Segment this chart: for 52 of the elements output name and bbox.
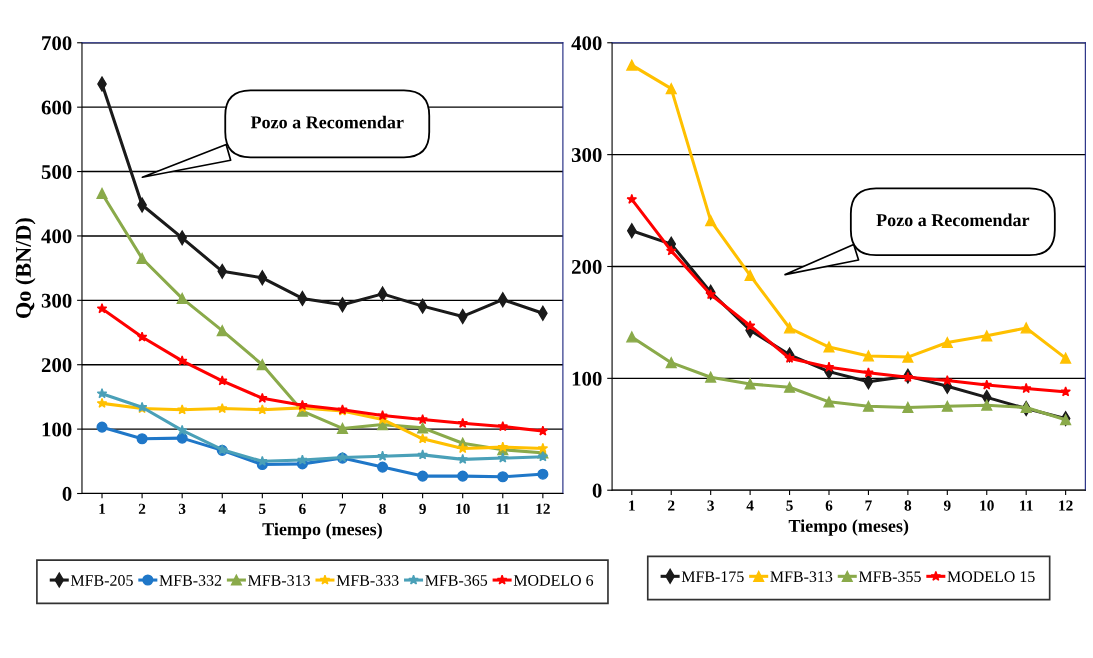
annotation: Pozo a Recomendar: [876, 213, 1030, 227]
legend-label: MFB-313: [770, 571, 833, 583]
y-tick-label: 400: [41, 229, 72, 244]
legend-label: MFB-205: [70, 575, 133, 586]
y-tick-label: 500: [41, 164, 72, 179]
x-tick-label: 8: [379, 503, 386, 514]
x-tick-label: 6: [825, 500, 833, 511]
legend-label: MFB-313: [248, 575, 310, 586]
x-tick-label: 10: [980, 500, 994, 511]
y-tick-label: 0: [62, 486, 72, 501]
x-tick-label: 3: [178, 503, 186, 514]
annotation: Pozo a Recomendar: [250, 115, 404, 129]
x-tick-label: 11: [496, 503, 510, 514]
x-tick-label: 9: [943, 500, 951, 511]
x-tick-label: 4: [746, 500, 754, 511]
x-tick-label: 8: [904, 500, 912, 511]
y-tick-label: 300: [571, 148, 602, 163]
legend-label: MFB-355: [858, 571, 921, 583]
x-axis-title: Tiempo (meses): [788, 519, 909, 536]
legend-label: MFB-365: [425, 575, 488, 586]
y-tick-label: 0: [592, 483, 602, 498]
y-axis-title: Qo (BN/D): [15, 218, 36, 318]
legend-label: MFB-332: [159, 575, 222, 586]
x-tick-label: 7: [339, 503, 346, 514]
y-tick-label: 200: [571, 259, 602, 274]
legend-label: MFB-333: [336, 575, 399, 586]
y-tick-label: 600: [41, 100, 72, 115]
x-tick-label: 10: [456, 503, 470, 514]
x-tick-label: 5: [786, 500, 793, 511]
x-tick-label: 1: [99, 503, 106, 514]
x-tick-label: 4: [218, 503, 226, 514]
x-tick-label: 3: [707, 500, 714, 511]
y-tick-label: 700: [42, 36, 72, 51]
x-tick-label: 1: [629, 500, 635, 511]
x-tick-label: 2: [138, 503, 146, 514]
x-tick-label: 12: [536, 503, 550, 514]
x-tick-label: 5: [259, 503, 266, 514]
x-tick-label: 7: [865, 500, 872, 511]
x-tick-label: 6: [299, 503, 306, 514]
x-tick-label: 9: [419, 503, 426, 514]
legend-label: MODELO 15: [947, 571, 1035, 583]
legend-label: MFB-175: [681, 571, 744, 583]
y-tick-label: 400: [571, 36, 602, 51]
x-tick-label: 2: [668, 500, 675, 511]
y-tick-label: 200: [41, 358, 72, 373]
x-tick-label: 11: [1020, 500, 1033, 511]
x-axis-title: Tiempo (meses): [262, 522, 382, 540]
x-tick-label: 12: [1059, 500, 1073, 511]
y-tick-label: 100: [42, 422, 72, 437]
y-tick-label: 300: [41, 293, 72, 308]
y-tick-label: 100: [572, 371, 602, 386]
legend-label: MODELO 6: [513, 575, 594, 586]
